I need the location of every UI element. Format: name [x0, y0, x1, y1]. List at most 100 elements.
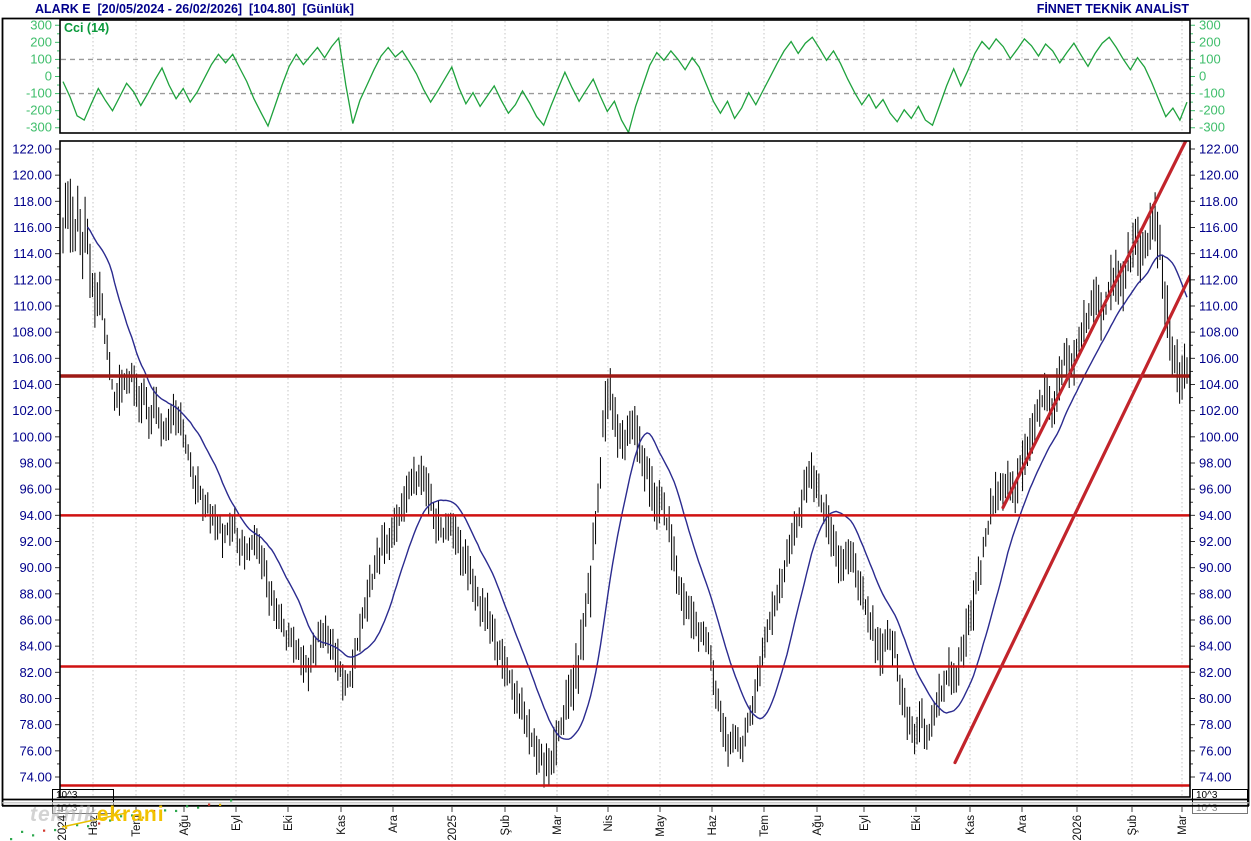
svg-text:116.00: 116.00 [13, 220, 52, 235]
svg-text:120.00: 120.00 [12, 168, 52, 183]
svg-text:98.00: 98.00 [19, 455, 52, 470]
svg-text:300: 300 [30, 17, 52, 32]
svg-text:118.00: 118.00 [13, 194, 52, 209]
svg-text:88.00: 88.00 [19, 586, 52, 601]
cci-indicator-label: Cci (14) [64, 21, 110, 35]
svg-text:100: 100 [30, 51, 52, 66]
x-axis-labels: 2024 Haz Tem Ağu Eyl Eki Kas Ara 2025 Şub Mar Nis Ma… [57, 807, 1189, 841]
svg-text:May: May [655, 815, 667, 837]
svg-text:96.00: 96.00 [1199, 482, 1232, 497]
svg-text:82.00: 82.00 [19, 665, 52, 680]
svg-text:Kas: Kas [336, 815, 348, 835]
svg-text:108.00: 108.00 [1199, 325, 1239, 340]
svg-text:200: 200 [1199, 34, 1221, 49]
svg-text:100.00: 100.00 [1199, 429, 1239, 444]
svg-text:92.00: 92.00 [19, 534, 52, 549]
svg-text:Eki: Eki [283, 815, 295, 831]
svg-text:80.00: 80.00 [1199, 691, 1232, 706]
svg-text:82.00: 82.00 [1199, 665, 1232, 680]
svg-text:104.00: 104.00 [12, 377, 52, 392]
svg-text:Ara: Ara [388, 814, 400, 833]
moving-average-line [86, 226, 1188, 740]
cci-line [62, 36, 1188, 133]
svg-text:114.00: 114.00 [13, 246, 52, 261]
svg-text:-100: -100 [1199, 86, 1225, 101]
svg-text:104.00: 104.00 [1199, 377, 1239, 392]
svg-text:Mar: Mar [552, 815, 564, 835]
svg-text:-300: -300 [26, 120, 52, 135]
app-brand-title: FİNNET TEKNİK ANALİST [1036, 2, 1189, 16]
svg-text:78.00: 78.00 [19, 717, 52, 732]
symbol-period-title: ALARK E [20/05/2024 - 26/02/2026] [104.8… [35, 2, 354, 16]
svg-text:Haz: Haz [88, 815, 100, 836]
cci-axis-labels: 300 300 200 200 100 100 0 0 -100 -100 -200 -200 -300… [26, 17, 1225, 134]
svg-text:102.00: 102.00 [12, 403, 52, 418]
svg-text:Şub: Şub [500, 815, 512, 835]
svg-text:80.00: 80.00 [19, 691, 52, 706]
title-bar: ALARK E [20/05/2024 - 26/02/2026] [104.8… [0, 0, 1251, 18]
svg-text:88.00: 88.00 [1199, 586, 1232, 601]
watermark-sparkline [10, 799, 233, 841]
svg-text:Ara: Ara [1017, 814, 1029, 833]
svg-text:76.00: 76.00 [19, 743, 52, 758]
svg-text:-200: -200 [1199, 103, 1225, 118]
price-axis-labels: 122.00 122.00 120.00 120.00 118.00 118.00 116.… [12, 142, 1239, 785]
svg-text:2025: 2025 [447, 815, 459, 841]
svg-text:90.00: 90.00 [1199, 560, 1232, 575]
svg-text:Nis: Nis [603, 815, 615, 832]
svg-text:78.00: 78.00 [1199, 717, 1232, 732]
svg-text:0: 0 [1199, 69, 1206, 84]
svg-text:-200: -200 [26, 103, 52, 118]
svg-text:112.00: 112.00 [1199, 272, 1238, 287]
svg-text:Şub: Şub [1127, 815, 1139, 835]
svg-text:120.00: 120.00 [1199, 168, 1239, 183]
svg-text:74.00: 74.00 [1199, 769, 1232, 784]
svg-text:86.00: 86.00 [1199, 612, 1232, 627]
svg-text:Ağu: Ağu [812, 815, 824, 835]
svg-text:116.00: 116.00 [1199, 220, 1238, 235]
svg-text:Haz: Haz [707, 815, 719, 836]
candlestick-series [62, 178, 1188, 788]
svg-text:106.00: 106.00 [12, 351, 52, 366]
svg-text:200: 200 [30, 34, 52, 49]
cci-dashed-levels [61, 58, 1189, 95]
svg-text:Mar: Mar [1177, 815, 1189, 835]
svg-text:Tem: Tem [131, 815, 143, 837]
trend-channel [953, 141, 1190, 765]
svg-text:92.00: 92.00 [1199, 534, 1232, 549]
svg-text:122.00: 122.00 [1199, 142, 1239, 157]
svg-text:-100: -100 [26, 86, 52, 101]
svg-text:100.00: 100.00 [12, 429, 52, 444]
svg-text:2026: 2026 [1072, 815, 1084, 841]
main-plot-area[interactable] [60, 141, 1190, 797]
svg-text:84.00: 84.00 [1199, 639, 1232, 654]
svg-text:118.00: 118.00 [1199, 194, 1238, 209]
svg-text:90.00: 90.00 [19, 560, 52, 575]
svg-text:94.00: 94.00 [1199, 508, 1232, 523]
svg-text:114.00: 114.00 [1199, 246, 1238, 261]
svg-text:Kas: Kas [965, 815, 977, 835]
svg-text:122.00: 122.00 [12, 142, 52, 157]
svg-text:108.00: 108.00 [12, 325, 52, 340]
svg-text:76.00: 76.00 [1199, 743, 1232, 758]
svg-text:112.00: 112.00 [13, 272, 52, 287]
svg-text:Eki: Eki [911, 815, 923, 831]
svg-text:110.00: 110.00 [1199, 298, 1238, 313]
svg-text:0: 0 [45, 69, 52, 84]
svg-text:74.00: 74.00 [19, 769, 52, 784]
svg-text:102.00: 102.00 [1199, 403, 1239, 418]
svg-text:Eyl: Eyl [231, 815, 243, 831]
svg-text:Tem: Tem [759, 815, 771, 837]
svg-text:86.00: 86.00 [19, 612, 52, 627]
svg-text:84.00: 84.00 [19, 639, 52, 654]
svg-text:Ağu: Ağu [179, 815, 191, 835]
svg-text:Eyl: Eyl [859, 815, 871, 831]
svg-text:106.00: 106.00 [1199, 351, 1239, 366]
cci-plot-area[interactable] [60, 20, 1190, 133]
svg-text:100: 100 [1199, 51, 1221, 66]
panel-frames [1, 17, 1250, 807]
svg-text:-300: -300 [1199, 120, 1225, 135]
svg-text:300: 300 [1199, 17, 1221, 32]
